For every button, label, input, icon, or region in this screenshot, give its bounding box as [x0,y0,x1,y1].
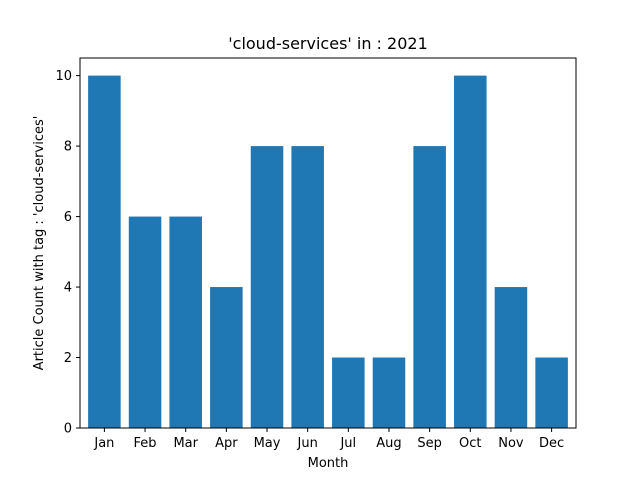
bar-oct [454,75,487,428]
bars-group [88,75,568,428]
bar-mar [169,216,202,428]
bar-jul [332,357,365,428]
y-tick-label: 4 [64,281,72,296]
x-tick-label: Dec [539,436,564,451]
bar-may [250,146,284,428]
x-tick-label: Jan [93,436,114,451]
y-tick-label: 10 [55,69,72,84]
chart-title: 'cloud-services' in : 2021 [228,34,428,53]
bar-jun [291,146,324,428]
y-tick-label: 8 [64,140,72,155]
bar-sep [413,146,446,428]
x-tick-label: Oct [459,436,481,451]
x-tick-label: Aug [376,436,401,451]
x-tick-label: Sep [417,436,442,451]
y-axis: 0 2 4 6 8 10 [55,69,80,437]
x-tick-label: Nov [498,436,524,451]
y-tick-label: 0 [64,422,72,437]
bar-jan [88,75,121,428]
x-axis-label: Month [308,456,349,471]
bar-dec [535,357,568,428]
x-tick-label: Feb [134,436,157,451]
y-axis-label: Article Count with tag : 'cloud-services… [32,116,47,371]
x-tick-label: Jun [297,436,318,451]
plot-frame [79,57,577,429]
x-tick-label: Mar [173,436,198,451]
y-tick-label: 2 [64,351,72,366]
bar-feb [128,216,162,428]
bar-nov [494,287,528,428]
x-tick-label: Jul [339,436,356,451]
bar-aug [372,357,406,428]
y-tick-label: 6 [64,210,72,225]
bar-apr [210,287,243,428]
x-tick-label: May [254,436,281,451]
x-tick-label: Apr [215,436,238,451]
x-axis: Jan Feb Mar Apr May Jun Jul Aug Sep Oct Nov Dec [93,428,564,451]
